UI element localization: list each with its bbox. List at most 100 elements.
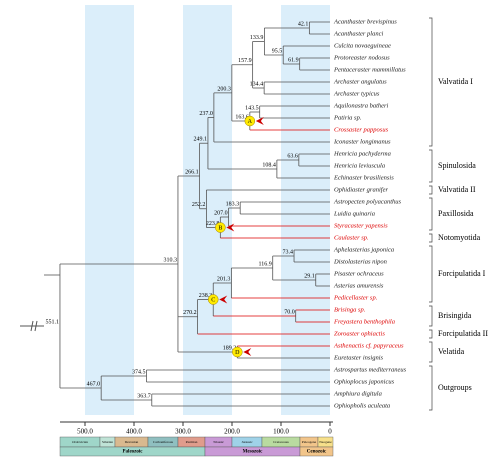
node-age: 42.1 [298, 21, 309, 27]
time-band [183, 5, 232, 415]
node-age: 207.0 [214, 210, 228, 216]
node-age: 116.9 [258, 261, 271, 267]
node-age: 61.9 [288, 57, 299, 63]
calibration-label: D [235, 350, 240, 356]
break-mark [30, 320, 34, 332]
taxon-label: Freyastera benthophila [333, 318, 395, 325]
node-age: 200.3 [217, 86, 231, 92]
period-label: Carboniferous [153, 440, 174, 444]
taxon-label: Amphiura digitula [333, 390, 382, 397]
time-band [281, 5, 330, 415]
node-age: 133.9 [250, 35, 264, 41]
node-age: 249.1 [193, 137, 207, 143]
calibration-marker [207, 294, 219, 305]
time-band [85, 5, 134, 415]
taxon-label: Acanthaster planci [333, 30, 383, 37]
era-label: Mesozoic [243, 450, 263, 455]
node-age: 63.6 [287, 153, 298, 159]
period-label: Triassic [213, 440, 224, 444]
group-bracket [429, 149, 433, 183]
taxon-label: Patiria sp. [333, 114, 362, 121]
node-age: 363.7 [137, 393, 151, 399]
tick-label: 300.0 [175, 428, 191, 436]
calibration-label: A [248, 119, 253, 125]
node-age: 238.3 [199, 293, 213, 299]
period-label: Neogene [319, 440, 332, 444]
node-age: 310.3 [163, 257, 177, 263]
period-label: Jurassic [241, 440, 253, 444]
arrow [226, 223, 235, 232]
taxon-label: Astropecten polyacanthus [333, 198, 402, 205]
group-bracket [429, 17, 433, 147]
period-label: Devonian [125, 440, 139, 444]
group-label: Spinulosida [438, 161, 476, 170]
tick-label: 500.0 [77, 428, 93, 436]
taxon-label: Zoroaster ophiactis [334, 330, 385, 337]
group-label: Forcipulatida I [438, 269, 486, 278]
node-age: 237.0 [199, 111, 213, 117]
taxon-label: Pisaster ochraceus [333, 270, 384, 277]
node-age: 189.2 [223, 345, 237, 351]
taxon-label: Caulaster sp. [334, 234, 369, 241]
group-label: Valvatida I [438, 77, 473, 86]
node-age: 252.2 [192, 202, 206, 208]
taxon-label: Luidia quinaria [333, 210, 375, 217]
group-bracket [429, 365, 433, 411]
tick-label: 400.0 [126, 428, 142, 436]
group-label: Paxillosida [438, 209, 474, 218]
calibration-label: C [211, 297, 215, 303]
taxon-label: Aquilonastra batheri [333, 102, 389, 109]
taxon-label: Styracaster yapensis [334, 222, 388, 229]
node-age: 266.1 [185, 169, 199, 175]
group-label: Notomyotida [438, 233, 481, 242]
period-label: Silurian [102, 440, 113, 444]
tick-label: 100.0 [273, 428, 289, 436]
taxon-label: Archaster angulatus [333, 78, 387, 85]
node-age: 108.4 [262, 162, 276, 168]
taxon-label: Iconaster longimanus [333, 138, 391, 145]
period-label: Paleogene [302, 440, 317, 444]
tick-label: 200.0 [224, 428, 240, 436]
period-label: Ordovician [72, 440, 88, 444]
taxon-label: Ophioplocus japonicus [334, 378, 395, 385]
node-age: 201.3 [217, 276, 231, 282]
taxon-label: Echinaster brasiliensis [333, 174, 394, 181]
group-label: Brisingida [438, 311, 472, 320]
group-bracket [429, 197, 433, 231]
node-age: 29.1 [304, 273, 315, 279]
taxon-label: Asterias amurensis [333, 282, 384, 289]
taxon-label: Aphelasterias japonica [333, 246, 394, 253]
node-age: 95.5 [272, 48, 283, 54]
node-age: 374.5 [132, 369, 146, 375]
taxon-label: Distolasterias nipon [333, 258, 387, 265]
node-age: 467.0 [87, 381, 101, 387]
taxon-label: Protoreaster nodosus [333, 54, 390, 61]
calibration-marker [244, 115, 256, 127]
node-age: 73.4 [283, 249, 294, 255]
break-mark [34, 320, 38, 332]
taxon-label: Astrospartus mediterraneus [333, 366, 407, 373]
arrow [255, 117, 264, 125]
taxon-label: Henricia leviuscula [333, 162, 385, 169]
group-bracket [429, 341, 433, 363]
group-bracket [429, 245, 433, 303]
arrow [243, 348, 252, 356]
taxon-label: Brisinga sp. [334, 306, 366, 313]
taxon-label: Pedicellaster sp. [333, 294, 378, 301]
group-label: Outgroups [438, 383, 472, 392]
group-label: Valvatida II [438, 185, 476, 194]
taxon-label: Crossaster papposus [334, 126, 389, 133]
taxon-label: Archaster typicus [333, 90, 380, 97]
node-age: 70.0 [284, 309, 295, 315]
calibration-marker [215, 222, 226, 233]
period-label: Cretaceous [273, 440, 289, 444]
taxon-label: Euretaster insignis [333, 354, 384, 361]
node-age: 183.3 [226, 201, 240, 207]
taxon-label: Asthenactis cf. papyraceus [333, 342, 404, 349]
node-age: 551.1 [45, 319, 59, 325]
tick-label: 0 [328, 428, 332, 436]
period-label: Permian [186, 440, 198, 444]
node-age: 270.2 [183, 310, 197, 316]
node-age: 134.4 [250, 81, 264, 87]
taxon-label: Pentaceraster mammillatus [333, 66, 406, 73]
